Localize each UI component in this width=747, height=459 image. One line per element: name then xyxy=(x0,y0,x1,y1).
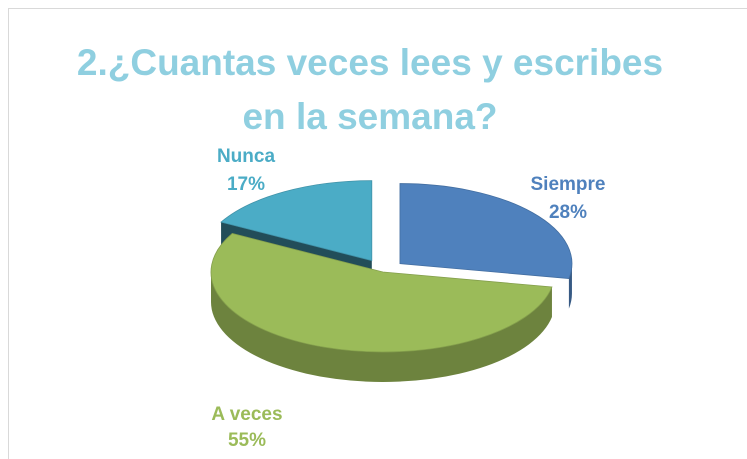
slice xyxy=(220,180,373,262)
slice xyxy=(210,233,553,353)
chart-title: 2.¿Cuantas veces lees y escribes en la s… xyxy=(76,42,664,137)
slice-value-label: 28% xyxy=(549,202,587,223)
chart-frame xyxy=(8,8,747,459)
slice-label: Nunca xyxy=(217,146,276,167)
slice-side xyxy=(568,263,572,309)
slice-value-label: 55% xyxy=(228,430,266,451)
slice-label: Siempre xyxy=(531,174,606,195)
slice xyxy=(399,183,573,280)
slice-label: A veces xyxy=(211,404,282,425)
slice-value-label: 17% xyxy=(227,174,265,195)
slice-side xyxy=(211,272,552,383)
